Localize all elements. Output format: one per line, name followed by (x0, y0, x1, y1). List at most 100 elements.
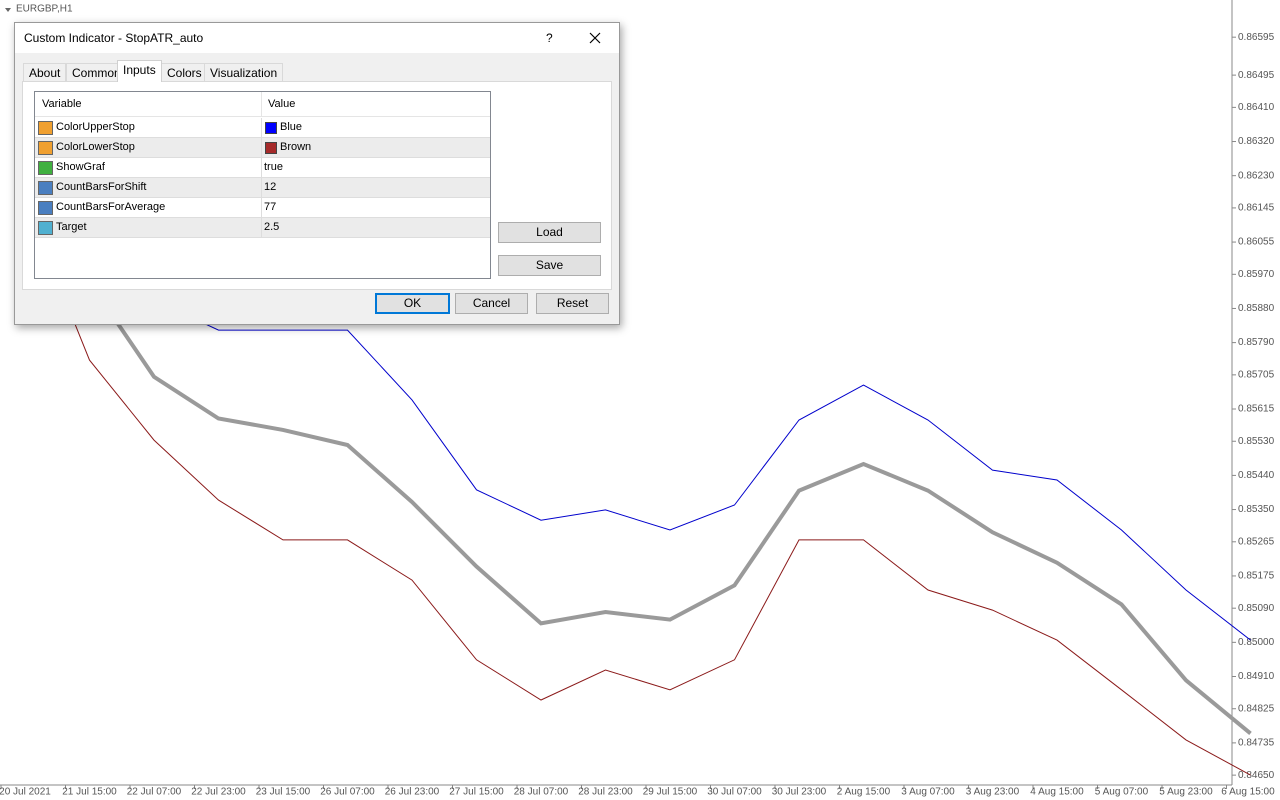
symbol-label: EURGBP,H1 (16, 4, 73, 15)
x-tick-label: 21 Jul 15:00 (62, 787, 117, 798)
x-tick-label: 30 Jul 07:00 (707, 787, 762, 798)
value: 77 (264, 201, 277, 213)
header-cell: Variable (42, 98, 82, 110)
value: true (264, 161, 283, 173)
dialog-title: Custom Indicator - StopATR_auto (24, 31, 204, 45)
header-cell: Value (268, 98, 296, 110)
x-tick-label: 22 Jul 07:00 (127, 787, 182, 798)
close-button[interactable] (589, 32, 601, 44)
y-tick-label: 0.85265 (1238, 536, 1275, 547)
row-icon (38, 181, 53, 195)
variable-name: ColorUpperStop (56, 121, 135, 133)
header-divider (261, 92, 262, 116)
y-tick-label: 0.86320 (1238, 136, 1275, 147)
table-row[interactable]: ColorUpperStop Blue (35, 118, 490, 138)
variable-name: CountBarsForShift (56, 181, 147, 193)
series-line (24, 199, 1251, 776)
y-tick-label: 0.84825 (1238, 703, 1275, 714)
table-row[interactable]: CountBarsForAverage 77 (35, 198, 490, 218)
x-tick-label: 5 Aug 07:00 (1095, 787, 1149, 798)
x-tick-label: 27 Jul 15:00 (449, 787, 504, 798)
side-button[interactable]: Load (498, 222, 601, 243)
y-tick-label: 0.84910 (1238, 671, 1275, 682)
table-row[interactable]: ShowGraf true (35, 158, 490, 178)
y-tick-label: 0.85175 (1238, 571, 1275, 582)
y-tick-label: 0.85880 (1238, 303, 1275, 314)
y-tick-label: 0.86410 (1238, 102, 1275, 113)
series-line (24, 89, 1251, 641)
y-tick-label: 0.86595 (1238, 32, 1275, 43)
y-tick-label: 0.84735 (1238, 738, 1275, 749)
x-tick-label: 2 Aug 15:00 (837, 787, 891, 798)
x-tick-label: 5 Aug 23:00 (1159, 787, 1213, 798)
x-tick-label: 22 Jul 23:00 (191, 787, 246, 798)
y-tick-label: 0.86495 (1238, 70, 1275, 81)
table-row[interactable]: Target 2.5 (35, 218, 490, 238)
row-icon (38, 201, 53, 215)
tab[interactable]: Common (66, 63, 127, 82)
y-tick-label: 0.85615 (1238, 404, 1275, 415)
cell-divider (261, 178, 262, 198)
dialog: Custom Indicator - StopATR_auto ? About C… (14, 22, 620, 325)
bottom-button[interactable]: OK (375, 293, 450, 314)
help-button[interactable]: ? (546, 31, 553, 45)
x-tick-label: 30 Jul 23:00 (772, 787, 827, 798)
tab[interactable]: Inputs (117, 60, 162, 82)
y-tick-label: 0.85440 (1238, 470, 1275, 481)
x-tick-label: 3 Aug 07:00 (901, 787, 955, 798)
x-tick-label: 28 Jul 23:00 (578, 787, 633, 798)
y-tick-label: 0.85790 (1238, 337, 1275, 348)
variable-name: ColorLowerStop (56, 141, 135, 153)
y-tick-label: 0.86055 (1238, 237, 1275, 248)
table-row[interactable]: ColorLowerStop Brown (35, 138, 490, 158)
y-tick-label: 0.86145 (1238, 203, 1275, 214)
table-row[interactable]: CountBarsForShift 12 (35, 178, 490, 198)
color-swatch (265, 122, 277, 134)
value: 2.5 (264, 221, 280, 233)
y-tick-label: 0.85530 (1238, 436, 1275, 447)
x-tick-label: 20 Jul 2021 (0, 787, 51, 798)
y-tick-label: 0.84650 (1238, 770, 1275, 781)
cell-divider (261, 218, 262, 238)
color-swatch (265, 142, 277, 154)
y-tick-label: 0.85000 (1238, 637, 1275, 648)
row-icon (38, 161, 53, 175)
tab[interactable]: Visualization (204, 63, 284, 82)
title-bar (15, 23, 619, 53)
row-icon (38, 141, 53, 155)
bottom-button[interactable]: Reset (536, 293, 609, 314)
x-tick-label: 3 Aug 23:00 (966, 787, 1020, 798)
side-button[interactable]: Save (498, 255, 601, 276)
symbol-arrow (5, 8, 11, 12)
variable-name: CountBarsForAverage (56, 201, 166, 213)
x-tick-label: 26 Jul 23:00 (385, 787, 440, 798)
y-tick-label: 0.85090 (1238, 603, 1275, 614)
cell-divider (261, 118, 262, 138)
variable-name: Target (56, 221, 87, 233)
cell-divider (261, 138, 262, 158)
x-tick-label: 28 Jul 07:00 (514, 787, 569, 798)
x-tick-label: 26 Jul 07:00 (320, 787, 375, 798)
value: 12 (264, 181, 277, 193)
x-tick-label: 23 Jul 15:00 (256, 787, 311, 798)
x-tick-label: 6 Aug 15:00 (1221, 787, 1275, 798)
tab[interactable]: Colors (161, 63, 208, 82)
x-tick-label: 29 Jul 15:00 (643, 787, 698, 798)
bottom-button[interactable]: Cancel (455, 293, 528, 314)
value: Blue (280, 121, 303, 133)
y-tick-label: 0.85970 (1238, 269, 1275, 280)
tab[interactable]: About (23, 63, 67, 82)
y-tick-label: 0.86230 (1238, 170, 1275, 181)
series-line (23, 148, 1252, 735)
x-tick-label: 4 Aug 15:00 (1030, 787, 1084, 798)
inputs-table: Variable Value ColorUpperStop Blue ColorLowe… (34, 91, 491, 279)
row-icon (38, 221, 53, 235)
cell-divider (261, 158, 262, 178)
y-tick-label: 0.85350 (1238, 504, 1275, 515)
variable-name: ShowGraf (56, 161, 105, 173)
value: Brown (280, 141, 312, 153)
row-icon (38, 121, 53, 135)
y-tick-label: 0.85705 (1238, 369, 1275, 380)
